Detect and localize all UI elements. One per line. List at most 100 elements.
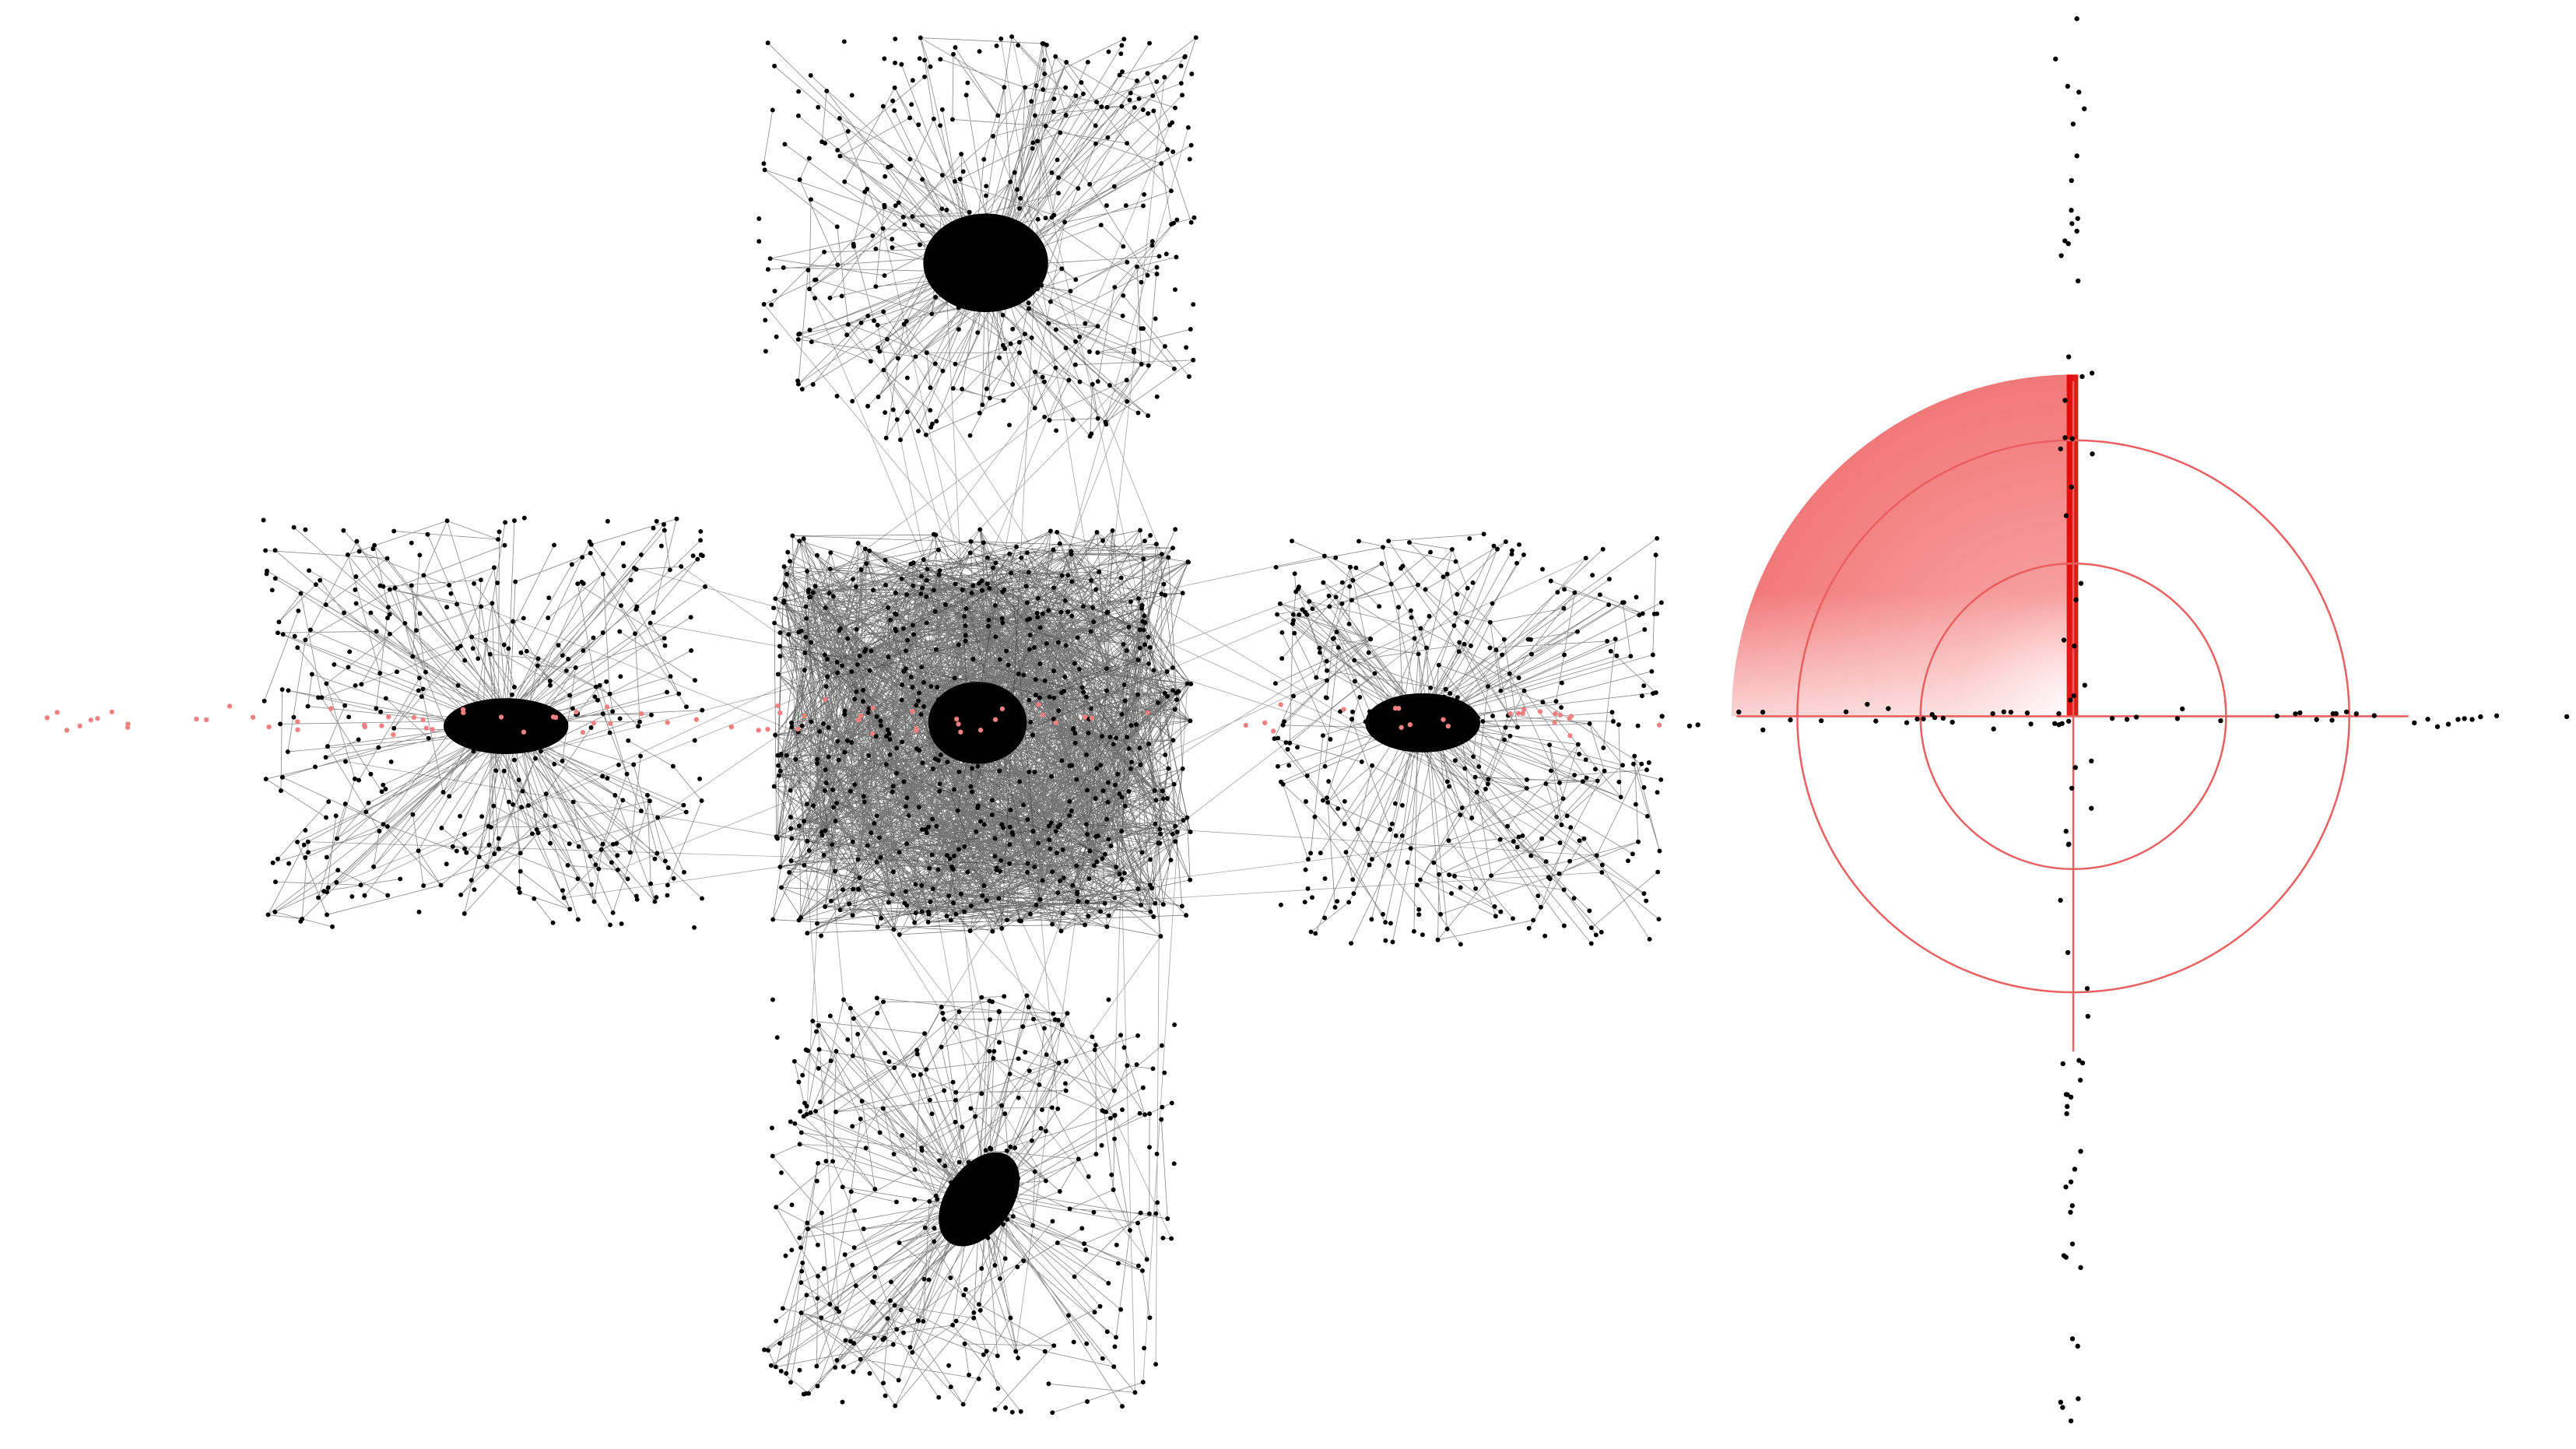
graph-node[interactable] [1517, 542, 1521, 547]
graph-node[interactable] [1524, 785, 1529, 791]
graph-node[interactable] [986, 623, 991, 629]
graph-node[interactable] [1350, 709, 1355, 714]
graph-node[interactable] [1170, 149, 1176, 155]
graph-node[interactable] [911, 583, 916, 588]
axis-node[interactable] [1990, 710, 1995, 717]
graph-node[interactable] [1317, 645, 1322, 651]
graph-node[interactable] [1100, 1108, 1105, 1114]
graph-node[interactable] [894, 417, 900, 423]
graph-node[interactable] [619, 921, 624, 927]
graph-node[interactable] [926, 824, 932, 830]
graph-node[interactable] [844, 738, 850, 743]
graph-node[interactable] [835, 262, 841, 268]
graph-node[interactable] [345, 552, 350, 557]
graph-node[interactable] [552, 761, 557, 767]
graph-node[interactable] [1605, 639, 1610, 644]
graph-node[interactable] [671, 875, 676, 881]
graph-node[interactable] [423, 669, 428, 675]
graph-node[interactable] [974, 749, 979, 755]
axis-node[interactable] [2056, 722, 2062, 728]
graph-node[interactable] [872, 1335, 877, 1341]
graph-node[interactable] [1154, 272, 1160, 277]
graph-node[interactable] [806, 1391, 811, 1396]
graph-node[interactable] [801, 1391, 806, 1397]
graph-node[interactable] [1295, 745, 1300, 750]
graph-node[interactable] [308, 627, 313, 633]
graph-node[interactable] [852, 696, 858, 702]
graph-node[interactable] [1027, 632, 1033, 637]
graph-node[interactable] [1138, 528, 1142, 533]
graph-node[interactable] [1405, 860, 1410, 865]
graph-node[interactable] [1571, 896, 1577, 901]
graph-node[interactable] [1165, 1216, 1170, 1221]
graph-node[interactable] [924, 577, 929, 583]
graph-node[interactable] [960, 1402, 966, 1407]
graph-node[interactable] [444, 861, 449, 867]
highlighted-node[interactable] [1145, 710, 1150, 715]
graph-node[interactable] [1083, 321, 1088, 326]
graph-node[interactable] [1562, 652, 1567, 658]
axis-node[interactable] [2058, 253, 2064, 258]
highlighted-node[interactable] [999, 706, 1005, 712]
graph-node[interactable] [988, 1017, 993, 1023]
axis-node[interactable] [2090, 451, 2095, 457]
graph-node[interactable] [1100, 734, 1104, 739]
graph-node[interactable] [276, 619, 282, 625]
graph-node[interactable] [1305, 886, 1311, 891]
graph-node[interactable] [1125, 141, 1130, 146]
graph-node[interactable] [326, 799, 332, 805]
graph-node[interactable] [930, 767, 935, 771]
graph-node[interactable] [313, 764, 318, 770]
graph-node[interactable] [1100, 856, 1105, 861]
graph-node[interactable] [784, 583, 789, 588]
graph-node[interactable] [1448, 691, 1453, 696]
graph-node[interactable] [935, 685, 940, 690]
graph-node[interactable] [354, 539, 360, 544]
graph-node[interactable] [624, 771, 630, 777]
graph-node[interactable] [1018, 1409, 1023, 1414]
graph-node[interactable] [839, 293, 844, 299]
graph-node[interactable] [934, 703, 939, 708]
graph-node[interactable] [942, 1088, 947, 1093]
graph-node[interactable] [1065, 609, 1071, 615]
graph-node[interactable] [1048, 846, 1053, 851]
graph-node[interactable] [478, 721, 483, 726]
highlighted-node[interactable] [1553, 710, 1558, 717]
graph-node[interactable] [919, 574, 924, 579]
axis-node[interactable] [2065, 1092, 2070, 1097]
graph-node[interactable] [872, 1187, 878, 1191]
axis-node[interactable] [2074, 153, 2079, 159]
axis-node[interactable] [2065, 1103, 2070, 1109]
graph-node[interactable] [924, 620, 929, 626]
graph-node[interactable] [1044, 1052, 1049, 1058]
axis-node[interactable] [2445, 721, 2451, 727]
graph-node[interactable] [996, 896, 1002, 901]
graph-node[interactable] [988, 1146, 994, 1152]
graph-node[interactable] [1153, 1362, 1159, 1367]
graph-node[interactable] [841, 1364, 846, 1370]
graph-node[interactable] [261, 518, 266, 523]
graph-node[interactable] [1112, 285, 1118, 289]
axis-node[interactable] [2085, 1013, 2090, 1019]
graph-node[interactable] [637, 719, 642, 724]
graph-node[interactable] [605, 776, 610, 781]
graph-node[interactable] [1056, 191, 1062, 196]
graph-node[interactable] [968, 539, 974, 544]
graph-node[interactable] [1147, 644, 1153, 650]
graph-node[interactable] [511, 802, 515, 807]
graph-node[interactable] [840, 663, 845, 668]
graph-node[interactable] [698, 552, 704, 557]
graph-node[interactable] [1072, 661, 1077, 666]
graph-node[interactable] [454, 848, 459, 854]
graph-node[interactable] [1180, 591, 1185, 596]
graph-node[interactable] [1017, 350, 1023, 356]
graph-node[interactable] [325, 885, 331, 890]
graph-node[interactable] [1067, 1206, 1072, 1212]
graph-node[interactable] [1135, 1220, 1141, 1226]
graph-node[interactable] [1104, 1329, 1110, 1335]
graph-node[interactable] [644, 792, 650, 798]
graph-node[interactable] [863, 647, 869, 652]
graph-node[interactable] [1511, 916, 1515, 921]
graph-node[interactable] [1483, 787, 1488, 791]
axis-node[interactable] [2089, 758, 2094, 764]
